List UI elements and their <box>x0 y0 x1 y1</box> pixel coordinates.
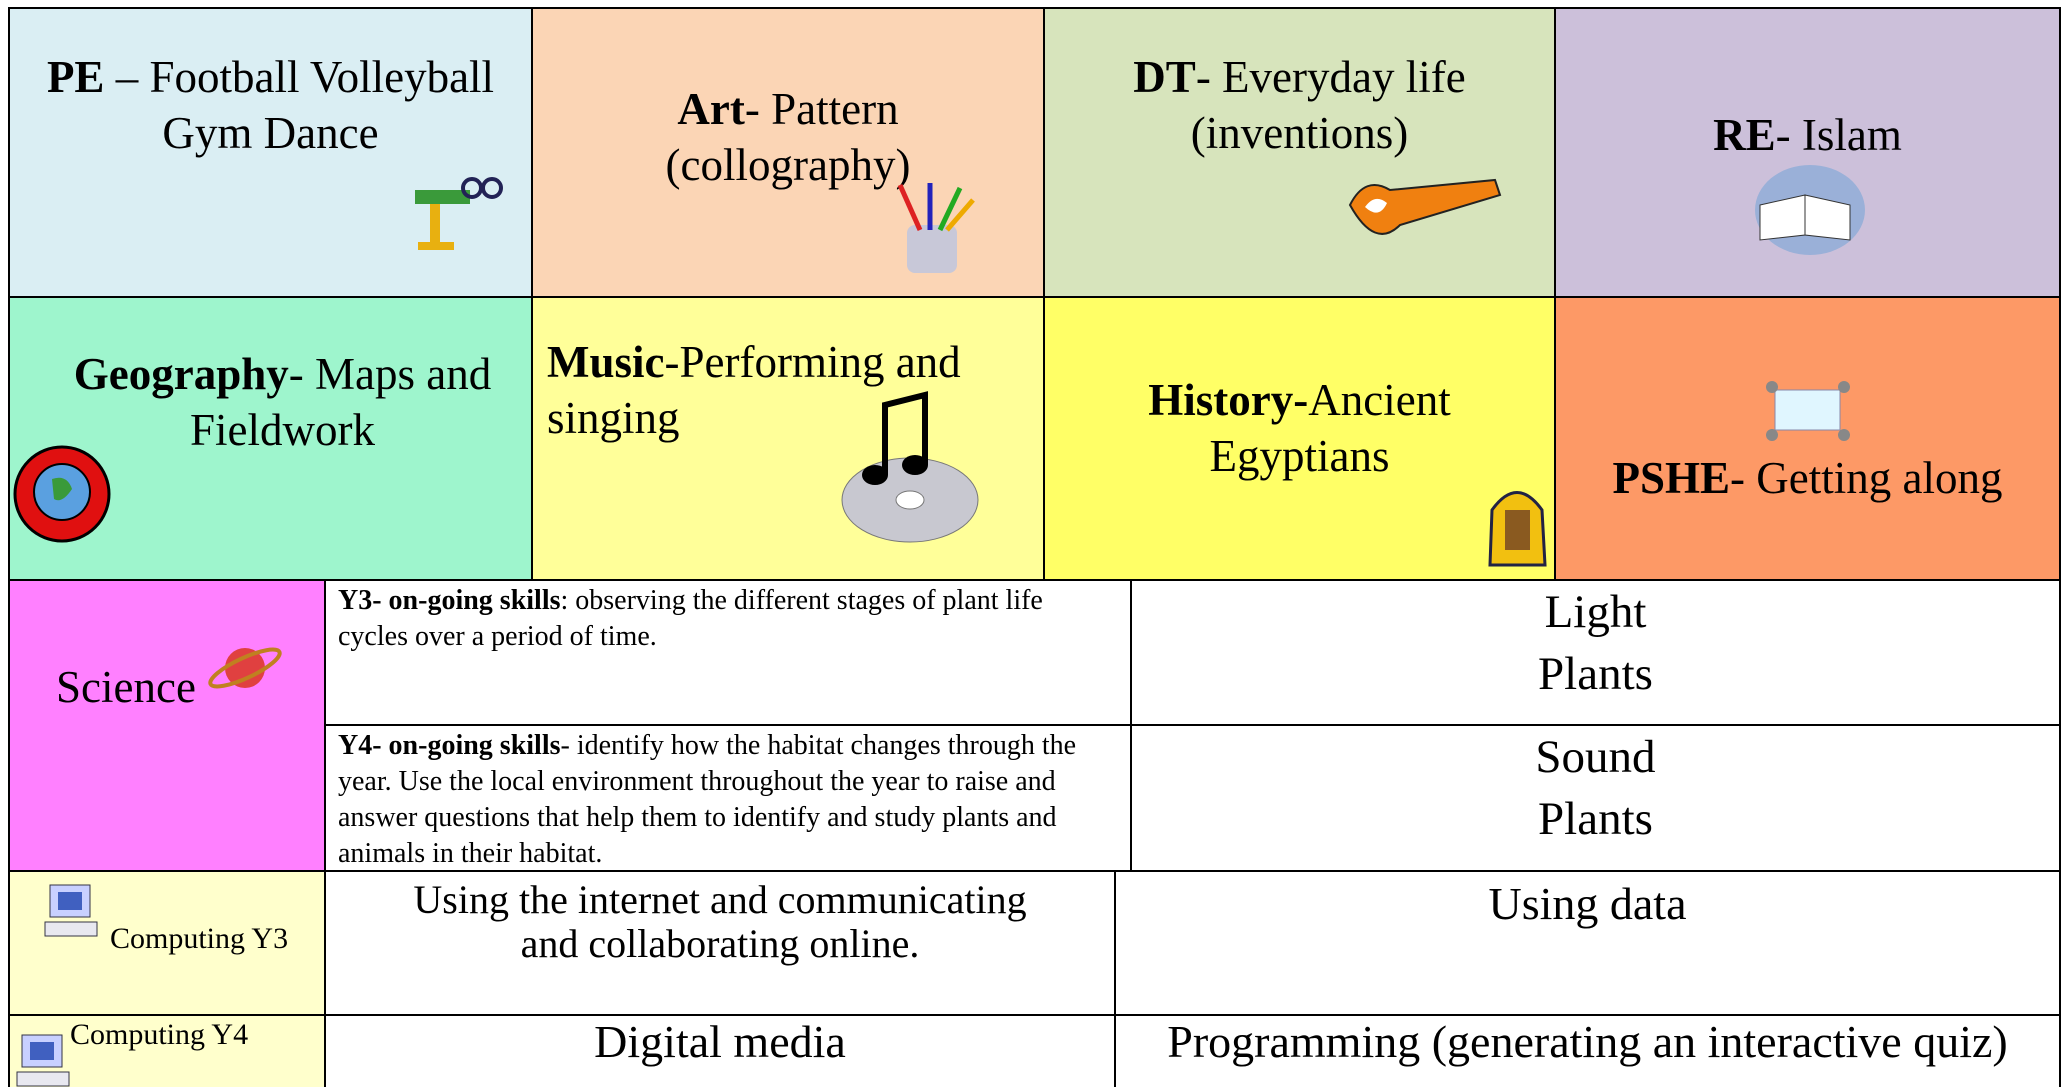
subject-cell: PE – Football Volleyball Gym Dance <box>8 7 533 298</box>
subject-name: History- <box>1148 375 1309 425</box>
subject-topic: - Pattern (collography) <box>665 84 911 190</box>
subject-text: Music-Performing and singing <box>547 334 1027 446</box>
subject-name: Art <box>677 84 745 134</box>
subject-topic: – Football Volleyball Gym Dance <box>104 52 495 158</box>
computing-cell: Using the internet and communicating and… <box>324 870 1116 1016</box>
topic: Light <box>1544 586 1647 638</box>
science-label-cell: Science <box>8 579 326 872</box>
subject-name: RE <box>1713 110 1776 160</box>
skills-heading: Y3- on-going skills <box>338 585 561 616</box>
gym-icon <box>415 177 503 250</box>
planet-icon <box>208 647 282 689</box>
subject-text: PSHE- Getting along <box>1572 450 2043 506</box>
globe-icon <box>13 445 111 543</box>
subject-text: RE- Islam <box>1572 107 2043 163</box>
pharaoh-icon <box>1488 491 1547 567</box>
subject-cell: Geography- Maps and Fieldwork <box>8 296 533 581</box>
computer-icon <box>44 884 98 937</box>
sign-icon <box>1766 381 1850 441</box>
subject-topic: - Maps and Fieldwork <box>190 349 492 455</box>
computing-label: Computing Y3 <box>110 922 289 955</box>
computing-label: Computing Y4 <box>70 1018 249 1051</box>
subject-text: Art- Pattern (collography) <box>653 81 923 193</box>
music-icon <box>841 391 979 543</box>
subject-text: History-Ancient Egyptians <box>1125 372 1474 484</box>
computing-topic: Using the internet and communicating and… <box>413 877 1027 966</box>
computer-icon <box>16 1034 70 1087</box>
subject-topic: - Islam <box>1775 110 1902 160</box>
saw-icon <box>1348 178 1502 235</box>
subject-name: Music <box>547 337 665 387</box>
skills-cell: Y4- on-going skills- identify how the ha… <box>324 724 1132 872</box>
topic: Plants <box>1538 648 1653 700</box>
science-label: Science <box>56 662 196 712</box>
subject-cell: PSHE- Getting along <box>1554 296 2061 581</box>
subject-cell: DT- Everyday life (inventions) <box>1043 7 1556 298</box>
book-icon <box>1755 165 1865 255</box>
topic: Plants <box>1538 793 1653 845</box>
computing-topic: Programming (generating an interactive q… <box>1167 1016 2008 1067</box>
computing-topic: Digital media <box>594 1016 846 1067</box>
subject-name: PSHE <box>1612 453 1731 503</box>
subject-cell: History-Ancient Egyptians <box>1043 296 1556 581</box>
subject-topic: -Performing and singing <box>547 337 961 443</box>
computing-topic: Using data <box>1488 878 1687 929</box>
subject-topic: Ancient Egyptians <box>1209 375 1451 481</box>
subject-name: Geography <box>73 349 289 399</box>
skills-cell: Y3- on-going skills: observing the diffe… <box>324 579 1132 726</box>
computing-cell: Using data <box>1114 870 2061 1016</box>
topics-cell: Sound Plants <box>1130 724 2061 872</box>
computing-cell: Programming (generating an interactive q… <box>1114 1014 2061 1087</box>
subject-cell: Music-Performing and singing <box>531 296 1045 581</box>
computing-cell: Digital media <box>324 1014 1116 1087</box>
topic: Sound <box>1535 731 1656 783</box>
subject-text: DT- Everyday life (inventions) <box>1105 49 1494 161</box>
skills-text: : observing the different stages of plan… <box>338 585 1043 652</box>
subject-topic: - Everyday life (inventions) <box>1190 52 1466 158</box>
skills-text: - identify how the habitat changes throu… <box>338 730 1077 869</box>
skills-heading: Y4- on-going skills <box>338 730 561 761</box>
pencils-icon <box>897 183 975 273</box>
subject-text: Geography- Maps and Fieldwork <box>50 346 515 458</box>
subject-name: PE <box>46 52 105 102</box>
topics-cell: Light Plants <box>1130 579 2061 726</box>
subject-text: PE – Football Volleyball Gym Dance <box>26 49 515 161</box>
subject-name: DT <box>1133 52 1196 102</box>
subject-cell: Art- Pattern (collography) <box>531 7 1045 298</box>
subject-topic: - Getting along <box>1730 453 2003 503</box>
